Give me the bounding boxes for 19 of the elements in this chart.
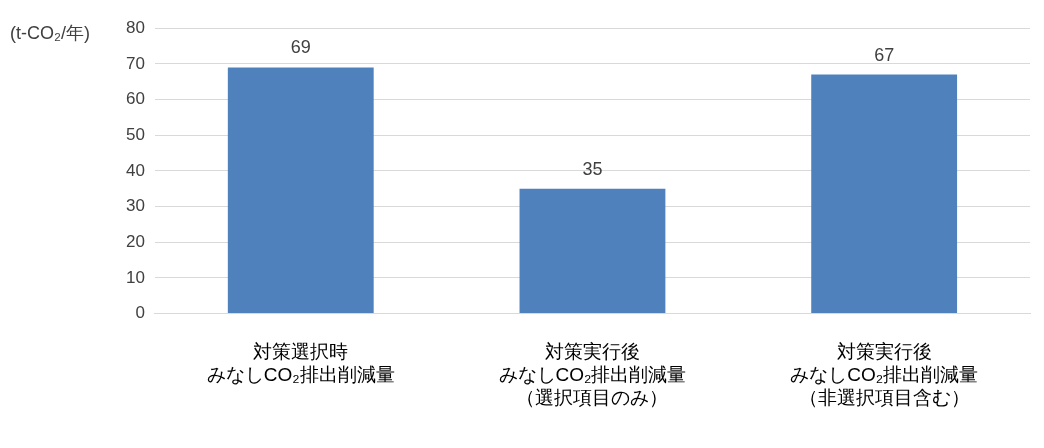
y-axis-title: (t-CO₂/年) — [10, 23, 90, 44]
y-tick-label: 50 — [125, 124, 145, 144]
data-label: 69 — [290, 37, 311, 58]
y-tick-label: 70 — [125, 53, 145, 73]
data-label: 35 — [582, 158, 603, 179]
bar — [227, 67, 374, 314]
bar — [811, 74, 958, 314]
x-tick-label: 対策実行後みなしCO₂排出削減量（非選択項目含む） — [790, 341, 979, 408]
x-tick-label: 対策実行後みなしCO₂排出削減量（選択項目のみ） — [498, 341, 687, 408]
x-tick-label: 対策選択時みなしCO₂排出削減量 — [206, 341, 395, 386]
y-tick-label: 20 — [125, 231, 145, 251]
y-tick-label: 80 — [125, 17, 145, 37]
y-tick-label: 30 — [125, 196, 145, 216]
y-tick-label: 10 — [125, 267, 145, 287]
y-tick-label: 40 — [125, 160, 145, 180]
bar — [519, 188, 666, 314]
y-tick-label: 0 — [135, 303, 145, 323]
y-tick-label: 60 — [125, 89, 145, 109]
data-label: 67 — [874, 44, 895, 65]
